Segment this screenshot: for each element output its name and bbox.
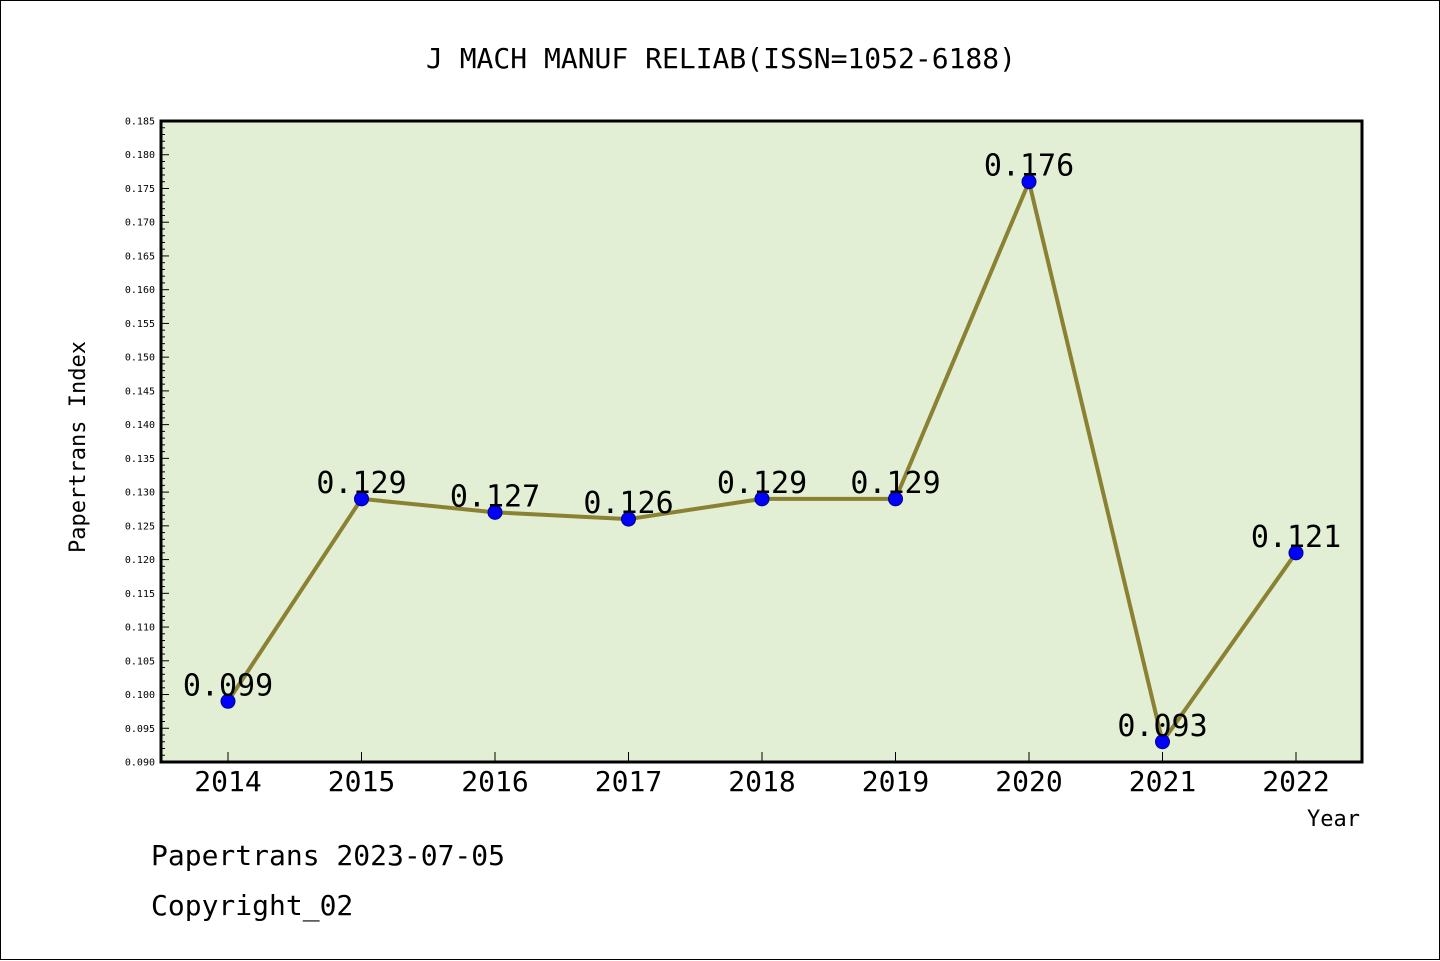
data-label: 0.127 — [450, 479, 540, 514]
data-label: 0.129 — [850, 466, 940, 501]
data-point — [888, 491, 903, 507]
series — [220, 174, 1304, 750]
y-tick-label: 0.145 — [125, 386, 155, 397]
y-tick-label: 0.110 — [125, 623, 155, 634]
y-tick-label: 0.115 — [125, 589, 155, 600]
y-tick-label: 0.130 — [125, 488, 155, 499]
y-tick-label: 0.150 — [125, 353, 155, 364]
data-point — [1021, 174, 1037, 190]
x-tick-label: 2021 — [1129, 765, 1196, 798]
chart-title: J MACH MANUF RELIAB(ISSN=1052-6188) — [426, 42, 1016, 75]
data-label: 0.129 — [316, 466, 406, 501]
y-axis: 0.090 0.095 0.100 0.105 0.110 0.115 0.120 0.125… — [125, 117, 169, 769]
y-tick-label: 0.135 — [125, 454, 155, 465]
y-tick-label: 0.095 — [125, 724, 155, 735]
x-tick-label: 2014 — [194, 765, 261, 798]
data-labels: 0.099 0.129 0.127 0.126 0.129 0.129 0.176 0.093… — [183, 149, 1341, 744]
x-tick-label: 2019 — [862, 765, 929, 798]
x-tick-label: 2022 — [1262, 765, 1329, 798]
y-tick-label: 0.180 — [125, 150, 155, 161]
footer-copyright: Copyright_02 — [151, 889, 353, 923]
plot-area — [159, 119, 1364, 764]
data-label: 0.129 — [717, 466, 807, 501]
data-point — [621, 511, 636, 527]
data-label: 0.176 — [984, 149, 1074, 184]
data-point — [1288, 545, 1304, 561]
y-axis-label: Papertrans Index — [66, 341, 91, 553]
x-tick-label: 2016 — [461, 765, 528, 798]
y-tick-label: 0.105 — [125, 656, 155, 667]
y-tick-label: 0.100 — [125, 690, 155, 701]
y-tick-label: 0.185 — [125, 117, 155, 128]
x-axis-label: Year — [1307, 807, 1360, 832]
data-point — [487, 504, 503, 520]
data-point — [1155, 734, 1170, 750]
y-tick-label: 0.170 — [125, 218, 155, 229]
x-tick-label: 2015 — [328, 765, 395, 798]
x-tick-label: 2017 — [595, 765, 662, 798]
data-point — [354, 491, 369, 507]
x-tick-label: 2020 — [995, 765, 1062, 798]
data-label: 0.099 — [183, 668, 273, 703]
data-point — [754, 491, 770, 507]
data-label: 0.093 — [1117, 709, 1207, 744]
y-tick-label: 0.165 — [125, 251, 155, 262]
data-label: 0.121 — [1251, 520, 1341, 555]
data-point — [220, 693, 236, 709]
y-tick-label: 0.155 — [125, 319, 155, 330]
x-tick-label: 2018 — [728, 765, 795, 798]
x-axis: 2014 2015 2016 2017 2018 2019 2020 2021 2022 — [194, 752, 1330, 798]
y-tick-label: 0.160 — [125, 285, 155, 296]
y-tick-label: 0.120 — [125, 555, 155, 566]
y-tick-label: 0.090 — [125, 758, 155, 769]
y-tick-label: 0.140 — [125, 420, 155, 431]
data-label: 0.126 — [583, 486, 673, 521]
y-tick-label: 0.175 — [125, 184, 155, 195]
footer-date: Papertrans 2023-07-05 — [151, 839, 505, 872]
y-tick-label: 0.125 — [125, 521, 155, 532]
